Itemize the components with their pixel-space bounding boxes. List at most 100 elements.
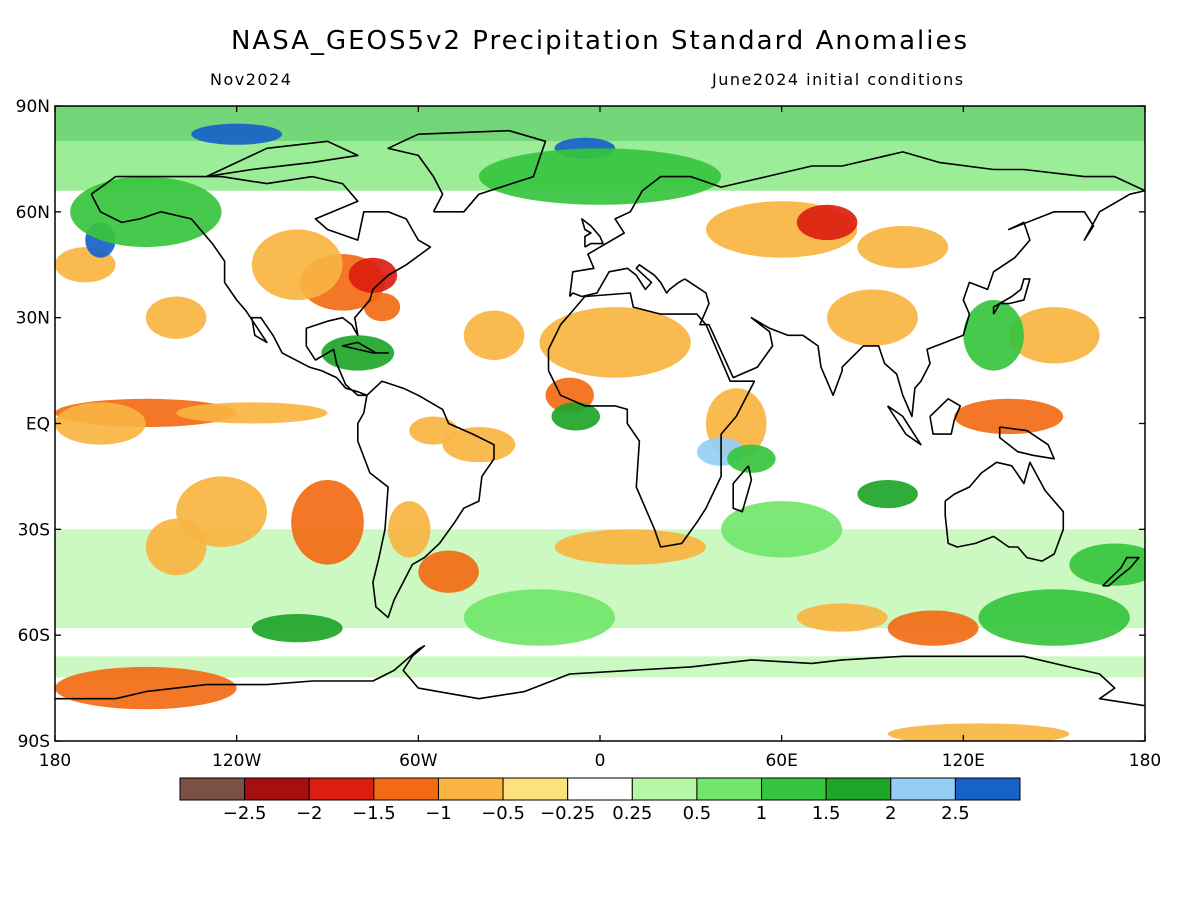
coastline-path [568, 151, 1145, 297]
colorbar-swatch [631, 777, 698, 801]
colorbar-label: 2 [885, 803, 896, 824]
colorbar-label: 0.25 [612, 803, 652, 824]
coastline-path [886, 405, 922, 446]
anomaly-cell [442, 427, 516, 463]
lon-tick-label: 180 [39, 751, 71, 771]
colorbar-swatch [308, 777, 375, 801]
anomaly-cell [727, 444, 776, 473]
anomaly-cell [551, 402, 600, 431]
lon-tick-label: 60E [765, 751, 797, 771]
colorbar-label: −0.25 [540, 803, 595, 824]
anomaly-cell [191, 123, 283, 145]
coastline-path [356, 380, 495, 619]
anomaly-cell [978, 589, 1130, 646]
anomaly-cell [145, 296, 207, 339]
anomaly-cell [463, 310, 525, 360]
colorbar-label: 0.5 [683, 803, 712, 824]
colorbar-label: 1.5 [812, 803, 841, 824]
anomaly-cell [954, 398, 1064, 435]
anomaly-band [55, 656, 1145, 678]
colorbar: −2.5 −2 −1.5 −1 −0.5 −0.25 0.25 0.5 1 1.5 2 2.5 [179, 777, 1021, 824]
lat-tick-label: 30N [16, 309, 50, 329]
anomaly-cell [887, 610, 979, 646]
lat-tick-label: EQ [26, 415, 50, 435]
anomaly-cell [857, 225, 949, 269]
map-title: NASA_GEOS5v2 Precipitation Standard Anom… [230, 26, 970, 56]
anomaly-cell [388, 501, 431, 558]
colorbar-swatch [567, 777, 633, 801]
colorbar-swatch [890, 777, 956, 801]
coastline-path [944, 461, 1065, 562]
anomaly-cell [554, 529, 706, 565]
coastline-path [580, 218, 604, 248]
colorbar-label: −2 [296, 803, 323, 824]
coastline-path [684, 189, 1145, 418]
lat-tick-label: 30S [18, 520, 50, 540]
coastline-path [732, 465, 753, 513]
anomaly-cell [963, 300, 1024, 371]
colorbar-swatch [502, 777, 569, 801]
colorbar-swatch [373, 777, 439, 801]
anomaly-cell [1069, 543, 1145, 586]
colorbar-swatch [825, 777, 892, 801]
anomaly-cell [291, 479, 364, 565]
coastline-path [992, 278, 1031, 315]
colorbar-swatch [696, 777, 763, 801]
anomaly-cell [363, 292, 401, 322]
colorbar-swatch [179, 777, 246, 801]
anomaly-cell [321, 335, 395, 371]
anomaly-cell [251, 229, 343, 301]
coastline-path [929, 397, 962, 435]
anomaly-cell [857, 479, 918, 509]
lon-tick-label: 60W [399, 751, 438, 771]
init-conditions-label: June2024 initial conditions [712, 70, 965, 89]
colorbar-label: 2.5 [941, 803, 970, 824]
coastline-path [341, 341, 389, 354]
anomaly-cell [145, 518, 207, 576]
lat-tick-label: 60S [18, 626, 50, 646]
anomaly-cell [251, 614, 343, 643]
anomaly-cell [539, 307, 691, 378]
colorbar-label: −1 [425, 803, 452, 824]
anomaly-cell [348, 257, 398, 293]
anomaly-cell [418, 550, 479, 593]
colorbar-swatch [244, 777, 310, 801]
lon-tick-label: 120E [942, 751, 985, 771]
coastline-path [387, 129, 547, 213]
anomaly-cell [176, 402, 328, 424]
anomaly-cell [796, 603, 888, 632]
anomaly-cell [55, 666, 237, 710]
anomaly-cell [887, 723, 1070, 741]
lon-tick-label: 120W [212, 751, 261, 771]
coastline-path [998, 426, 1055, 460]
coastline-path [1102, 556, 1140, 587]
anomaly-cell [409, 416, 458, 445]
colorbar-label: 1 [756, 803, 767, 824]
lat-tick-label: 60N [16, 203, 50, 223]
colorbar-swatch [761, 777, 827, 801]
valid-month-label: Nov2024 [210, 70, 293, 89]
anomaly-field [55, 106, 1145, 741]
coastlines [55, 129, 1145, 707]
colorbar-swatch [437, 777, 504, 801]
colorbar-label: −1.5 [352, 803, 396, 824]
anomaly-cell [796, 204, 858, 241]
anomaly-cell [1008, 307, 1100, 364]
anomaly-cell [55, 402, 146, 445]
lon-tick-label: 0 [595, 751, 606, 771]
coastline-path [55, 644, 1145, 707]
colorbar-swatch [954, 777, 1021, 801]
lat-tick-label: 90N [16, 97, 50, 117]
anomaly-cell [463, 589, 616, 646]
anomaly-cell [478, 148, 722, 205]
lon-tick-label: 180 [1129, 751, 1161, 771]
lat-tick-label: 90S [18, 732, 50, 752]
anomaly-cell [827, 289, 918, 346]
anomaly-cell [70, 176, 222, 248]
coastline-path [569, 263, 686, 298]
coastline-path [206, 140, 359, 178]
colorbar-label: −0.5 [481, 803, 525, 824]
coastline-path [90, 175, 432, 397]
